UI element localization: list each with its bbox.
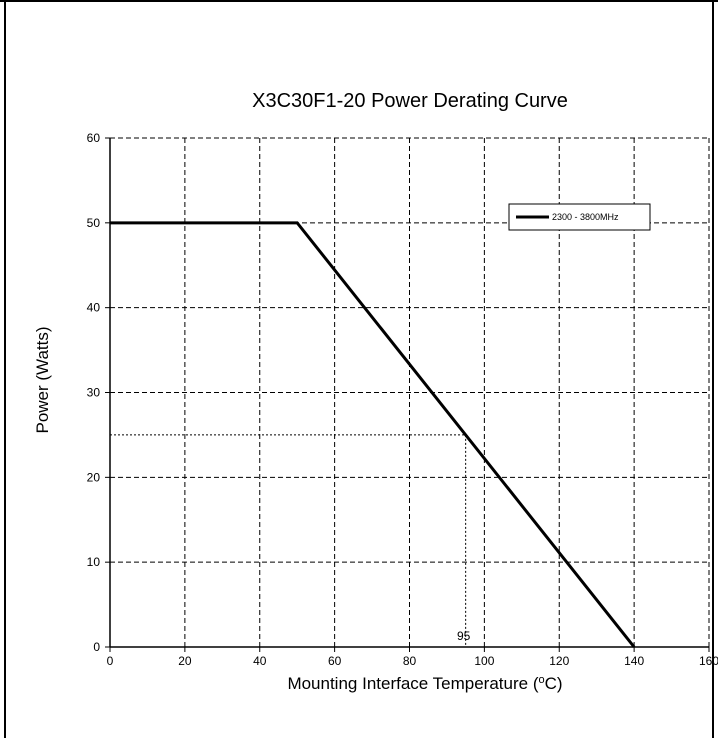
x-tick-label-40: 40 — [253, 654, 267, 668]
x-tick-label-120: 120 — [549, 654, 569, 668]
series-group — [110, 221, 636, 648]
y-tick-label-50: 50 — [87, 216, 101, 230]
chart-title: X3C30F1-20 Power Derating Curve — [252, 90, 568, 112]
y-tick-label-30: 30 — [87, 386, 101, 400]
y-tick-label-20: 20 — [87, 470, 101, 484]
x-tick-label-0: 0 — [107, 654, 114, 668]
tick-labels: 0 10 20 30 40 50 60 0 20 40 60 80 100 120 140 160 — [87, 131, 718, 668]
x-tick-label-20: 20 — [178, 654, 192, 668]
y-tick-label-10: 10 — [87, 555, 101, 569]
frame-left-border — [4, 2, 6, 738]
legend-label: 2300 - 3800MHz — [552, 212, 619, 222]
frame-right-border — [712, 2, 714, 738]
y-tick-label-40: 40 — [87, 301, 101, 315]
frame-top-border — [0, 0, 718, 2]
series-line-0 — [110, 221, 636, 648]
x-tick-label-140: 140 — [624, 654, 644, 668]
y-tick-label-0: 0 — [93, 640, 100, 654]
reference-lines: 95 — [110, 434, 471, 647]
reference-label: 95 — [457, 629, 471, 643]
x-axis-title: Mounting Interface Temperature (oC) — [287, 674, 562, 693]
x-tick-label-160: 160 — [699, 654, 718, 668]
y-tick-label-60: 60 — [87, 131, 101, 145]
x-tick-label-80: 80 — [403, 654, 417, 668]
x-tick-label-100: 100 — [474, 654, 494, 668]
legend: 2300 - 3800MHz — [508, 203, 651, 231]
x-tick-label-60: 60 — [328, 654, 342, 668]
y-axis-title: Power (Watts) — [33, 326, 52, 433]
x-axis-title-superscript: o — [538, 674, 544, 686]
